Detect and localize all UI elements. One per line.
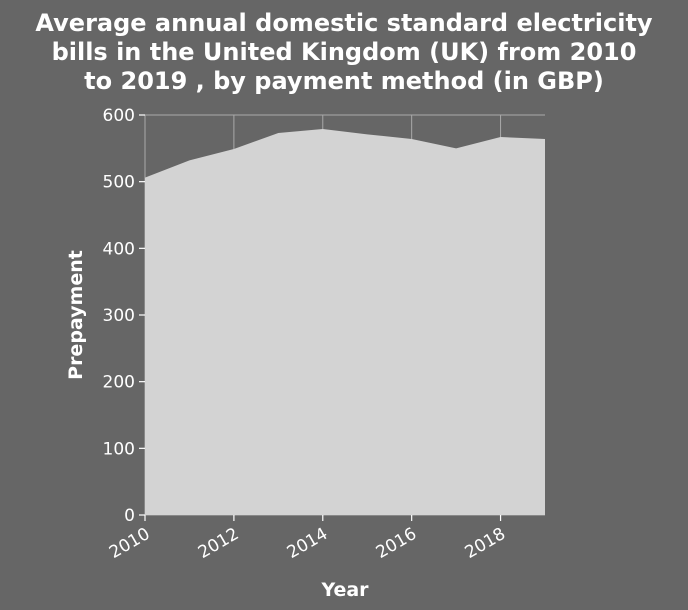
x-axis-label: Year xyxy=(320,579,369,601)
y-tick-label: 200 xyxy=(103,373,135,393)
y-tick-label: 400 xyxy=(103,239,135,259)
y-tick-label: 100 xyxy=(103,439,135,459)
y-tick-label: 300 xyxy=(103,306,135,326)
x-tick-label: 2012 xyxy=(195,524,242,563)
y-tick-label: 500 xyxy=(103,173,135,193)
y-tick-label: 600 xyxy=(103,106,135,126)
x-tick-label: 2010 xyxy=(106,524,153,563)
x-tick-label: 2014 xyxy=(284,524,331,563)
chart-title-line-2: bills in the United Kingdom (UK) from 20… xyxy=(52,38,637,66)
chart-title-line-1: Average annual domestic standard electri… xyxy=(35,9,652,37)
x-tick-label: 2016 xyxy=(373,524,420,563)
y-axis-label: Prepayment xyxy=(65,250,87,380)
area-series-prepayment xyxy=(145,129,545,515)
chart-title-line-3: to 2019 , by payment method (in GBP) xyxy=(84,67,604,95)
x-tick-label: 2018 xyxy=(462,524,509,563)
chart-title: Average annual domestic standard electri… xyxy=(35,9,652,95)
y-tick-label: 0 xyxy=(124,506,135,526)
